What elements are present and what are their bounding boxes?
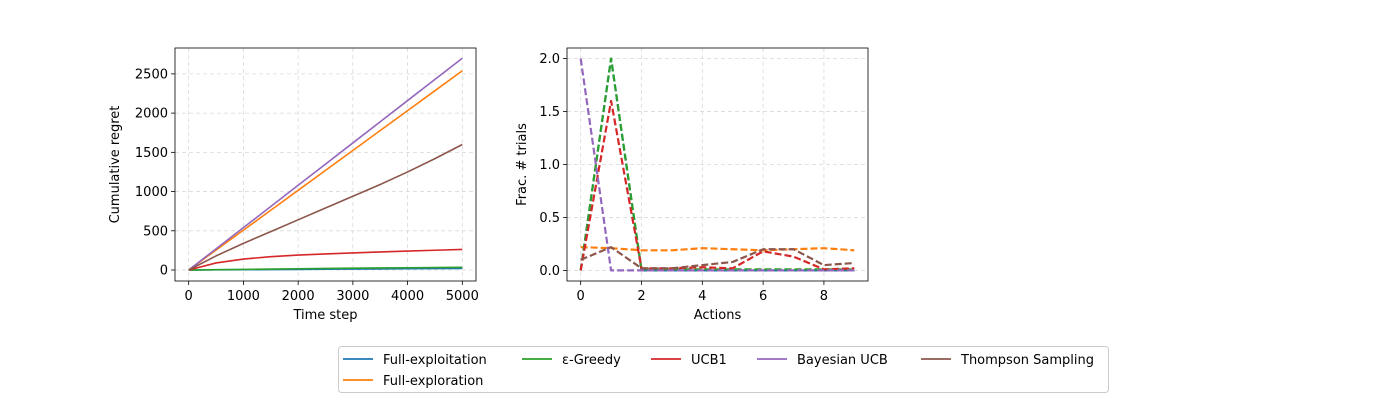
y-tick-label: 2.0 [539, 52, 560, 67]
regret-plot: 0 1000 2000 3000 4000 5000 0 500 1000 1500 2000 250… [108, 47, 479, 323]
series-line-4 [188, 57, 463, 271]
series-line-1 [580, 246, 855, 252]
series-line-5 [188, 143, 463, 271]
y-tick-label: 1.0 [539, 158, 560, 173]
x-tick-label: 6 [759, 289, 767, 304]
legend-label-4: Bayesian UCB [797, 353, 888, 368]
y-tick-label: 2500 [135, 67, 168, 82]
y-tick-label: 1000 [135, 185, 168, 200]
x-tick-label: 5000 [446, 289, 479, 304]
y-axis-label: Cumulative regret [108, 106, 123, 224]
legend-box [338, 346, 1109, 393]
legend-label-3: UCB1 [691, 353, 727, 368]
legend-label-1: Full-exploration [383, 374, 483, 389]
action-fraction-plot: 0 2 4 6 8 0.0 0.5 1.0 1.5 2.0 Actions Frac. # trial… [515, 47, 869, 323]
series-line-3 [188, 248, 463, 271]
y-tick-label: 2000 [135, 107, 168, 122]
legend-label-5: Thompson Sampling [960, 353, 1094, 368]
series-line-1 [188, 70, 463, 271]
y-tick-label: 0.5 [539, 211, 560, 226]
x-axis-label: Time step [292, 308, 357, 323]
x-axis-label: Actions [694, 308, 742, 323]
series-line-2 [188, 266, 463, 271]
y-tick-label: 0.0 [539, 264, 560, 279]
x-tick-label: 8 [820, 289, 828, 304]
axes-frame [174, 47, 477, 282]
x-tick-label: 0 [185, 289, 193, 304]
x-tick-label: 2 [637, 289, 645, 304]
y-tick-label: 1500 [135, 146, 168, 161]
y-tick-label: 0 [160, 264, 168, 279]
legend-label-2: ε-Greedy [562, 353, 621, 368]
legend-label-0: Full-exploitation [383, 353, 487, 368]
series-line-3 [579, 99, 855, 271]
x-tick-label: 3000 [336, 289, 369, 304]
series-line-5 [580, 246, 855, 270]
x-tick-label: 4000 [391, 289, 424, 304]
legend: Full-exploitation Full-exploration ε-Greed… [338, 346, 1109, 393]
x-tick-label: 0 [577, 289, 585, 304]
y-tick-label: 1.5 [539, 105, 560, 120]
x-tick-label: 2000 [282, 289, 315, 304]
series-line-4 [579, 58, 855, 272]
x-tick-label: 1000 [227, 289, 260, 304]
x-tick-label: 4 [698, 289, 706, 304]
y-tick-label: 500 [143, 224, 168, 239]
y-axis-label: Frac. # trials [515, 123, 530, 206]
